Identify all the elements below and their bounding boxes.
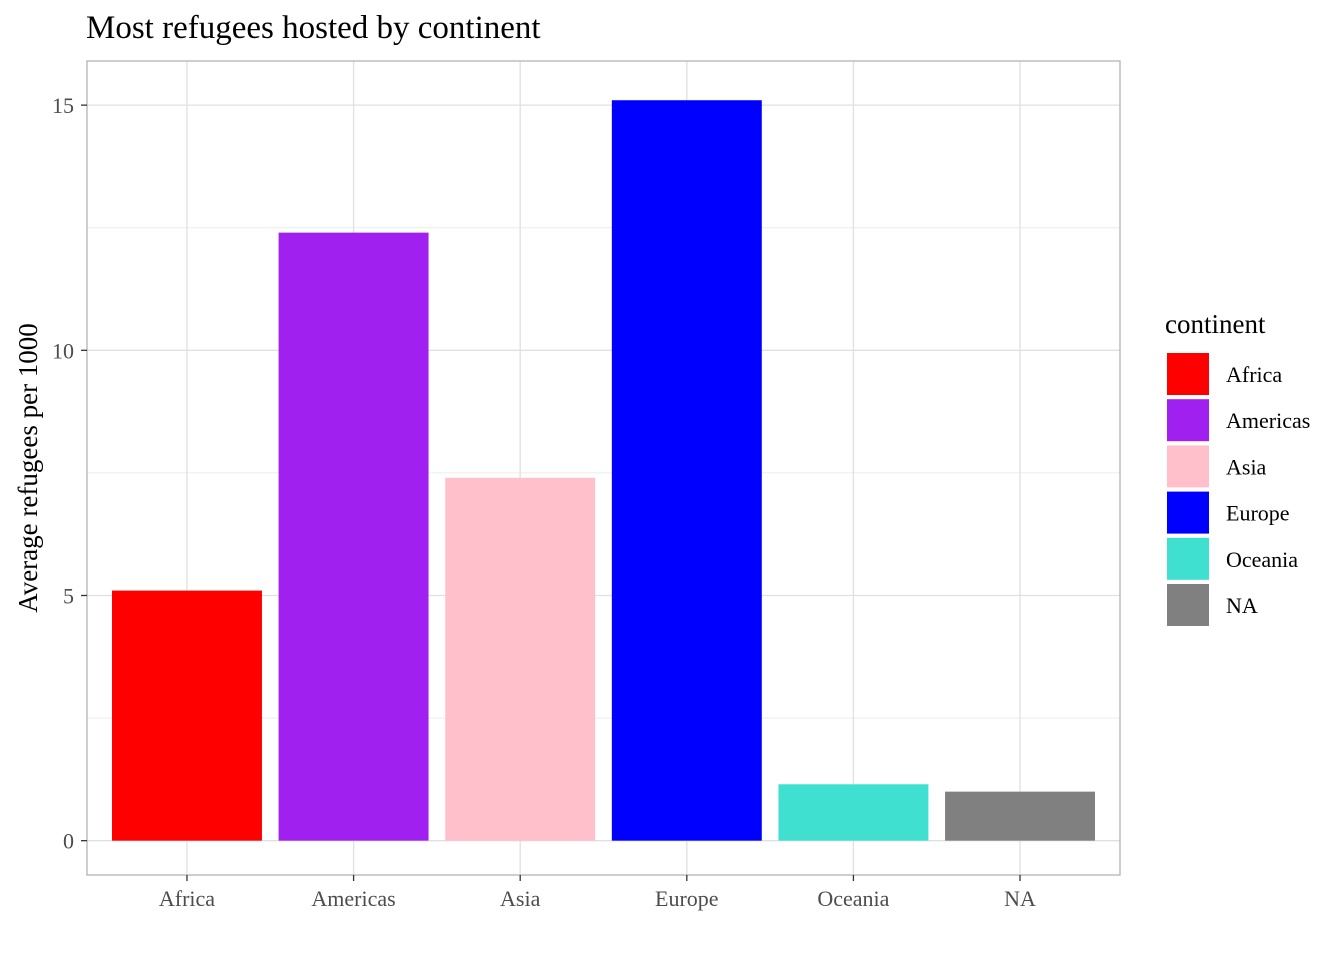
- legend-key-oceania: [1167, 537, 1209, 580]
- legend-key-africa: [1167, 353, 1209, 395]
- bar-africa: [111, 590, 262, 841]
- legend-key-europe: [1167, 491, 1209, 534]
- bar-na: [945, 791, 1096, 841]
- x-axis: Africa Americas Asia Europe Oceania NA: [159, 875, 1036, 911]
- legend-label: Africa: [1226, 362, 1282, 387]
- bar-europe: [611, 100, 762, 841]
- legend-label: Asia: [1226, 454, 1267, 479]
- legend-key-americas: [1167, 399, 1209, 442]
- x-tick-label: Asia: [500, 886, 541, 911]
- bar-asia: [445, 477, 596, 841]
- legend: continent Africa Americas Asia Europe Oceani…: [1165, 309, 1310, 626]
- legend-label: Oceania: [1226, 547, 1298, 572]
- chart-title: Most refugees hosted by continent: [86, 10, 541, 46]
- y-tick-label: 15: [52, 93, 74, 118]
- legend-key-na: [1167, 584, 1209, 626]
- y-tick-label: 10: [52, 338, 74, 363]
- x-tick-label: Europe: [655, 886, 719, 911]
- bar-oceania: [778, 784, 929, 841]
- x-tick-label: Africa: [159, 886, 215, 911]
- y-axis-label: Average refugees per 1000: [13, 323, 43, 613]
- x-tick-label: Americas: [311, 886, 395, 911]
- x-tick-label: NA: [1004, 886, 1036, 911]
- legend-label: NA: [1226, 593, 1258, 618]
- plot-border: [86, 60, 1121, 876]
- legend-title: continent: [1165, 309, 1266, 339]
- y-axis: 0 5 10 15: [52, 93, 87, 854]
- legend-key-asia: [1167, 445, 1209, 488]
- y-tick-label: 0: [63, 829, 74, 854]
- bar-americas: [278, 232, 429, 841]
- legend-label: Americas: [1226, 408, 1310, 433]
- x-tick-label: Oceania: [817, 886, 889, 911]
- legend-label: Europe: [1226, 501, 1290, 526]
- y-tick-label: 5: [63, 583, 74, 608]
- bars: [111, 100, 1096, 841]
